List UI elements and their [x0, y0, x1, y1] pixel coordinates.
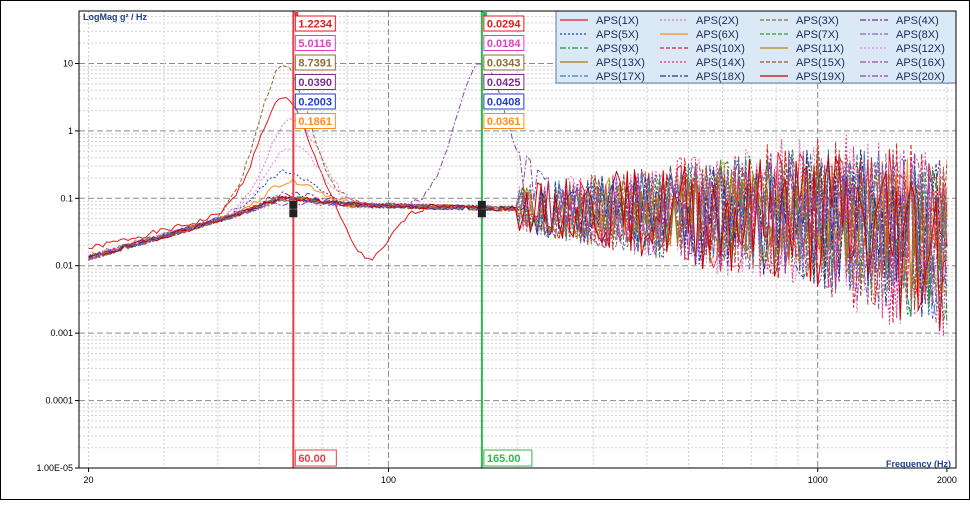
- cursor-frequency-label: 165.00: [487, 453, 521, 465]
- axes: 10 1 0.1 0.01 0.001 0.0001 1.00E-05 20 100 1000 20…: [36, 58, 956, 485]
- legend-entry-9: APS(9X): [596, 43, 639, 55]
- series-line-18: [88, 148, 948, 318]
- cursor-frequency-label: 60.00: [298, 453, 326, 465]
- cursor-readout-value: 0.0361: [487, 116, 521, 128]
- cursor-frequency-box: [483, 449, 533, 467]
- y-tick-label: 0.1: [60, 193, 73, 203]
- series-line-8: [88, 153, 948, 323]
- legend-entry-1: APS(1X): [596, 15, 639, 27]
- legend-entry-20: APS(20X): [896, 71, 945, 83]
- legend-entry-10: APS(10X): [696, 43, 745, 55]
- cursor-readout-value: 0.0390: [298, 77, 332, 89]
- legend-entry-2: APS(2X): [696, 15, 739, 27]
- legend-entry-13: APS(13X): [596, 57, 645, 69]
- x-axis-label: Frequency (Hz): [886, 459, 951, 469]
- cursor-readout-box: [294, 93, 336, 110]
- y-tick-label: 1.00E-05: [36, 463, 73, 473]
- series-line-1: [88, 97, 948, 300]
- cursor-readout-value: 0.0294: [487, 19, 522, 31]
- cursor-top-marker: [482, 12, 487, 16]
- cursor-readout-value: 0.2003: [298, 97, 332, 109]
- legend-entry-14: APS(14X): [696, 57, 745, 69]
- cursor-readout-value: 0.1861: [298, 116, 332, 128]
- legend-entry-17: APS(17X): [596, 71, 645, 83]
- legend-box: [555, 10, 957, 84]
- legend-entry-15: APS(15X): [796, 57, 845, 69]
- cursor-readout-box: [483, 15, 525, 32]
- series-line-15: [88, 149, 948, 310]
- x-tick-label: 2000: [937, 475, 957, 485]
- cursor-readout-value: 8.7391: [298, 58, 332, 70]
- legend-entry-11: APS(11X): [796, 43, 844, 55]
- series-line-17: [88, 148, 948, 319]
- legend-entry-8: APS(8X): [896, 29, 939, 41]
- y-tick-label: 1: [68, 126, 73, 136]
- cursor-handle[interactable]: [289, 209, 298, 218]
- cursor-readout-box: [294, 54, 336, 71]
- x-tick-label: 1000: [808, 475, 828, 485]
- cursor-readout-value: 0.0184: [487, 38, 522, 50]
- legend-entry-7: APS(7X): [796, 29, 839, 41]
- cursor-layer[interactable]: 1.2234 5.0116 8.7391 0.0390 0.2003 0.1861 60.0…: [289, 11, 533, 468]
- cursor-readout-box: [294, 15, 336, 32]
- cursor-top-marker: [294, 12, 299, 16]
- cursor-handle[interactable]: [477, 209, 486, 218]
- series-layer: [88, 63, 948, 336]
- cursor-readout-value: 0.0343: [487, 58, 521, 70]
- cursor-handle[interactable]: [289, 200, 298, 209]
- cursor-readout-value: 1.2234: [298, 19, 333, 31]
- legend-entry-4: APS(4X): [896, 15, 939, 27]
- legend-entry-16: APS(16X): [896, 57, 945, 69]
- cursor-handle[interactable]: [477, 200, 486, 209]
- legend: APS(1X) APS(2X) APS(3X) APS(4X) APS(5X) APS(6…: [555, 10, 957, 84]
- cursor-readout-box: [294, 113, 336, 129]
- cursor-readout-value: 0.0425: [487, 77, 521, 89]
- series-line-2: [88, 117, 948, 335]
- legend-entry-6: APS(6X): [696, 29, 739, 41]
- y-tick-label: 10: [63, 58, 73, 68]
- cursor-readout-box: [483, 93, 525, 110]
- legend-entry-3: APS(3X): [796, 15, 839, 27]
- legend-entry-12: APS(12X): [896, 43, 945, 55]
- x-tick-label: 100: [381, 475, 396, 485]
- y-axis-label: LogMag g² / Hz: [83, 12, 147, 22]
- plot-border: [78, 10, 957, 469]
- y-tick-label: 0.01: [55, 261, 73, 271]
- cursor-frequency-box: [294, 449, 337, 467]
- y-tick-label: 0.001: [50, 328, 73, 338]
- legend-entry-5: APS(5X): [596, 29, 639, 41]
- y-tick-label: 0.0001: [45, 396, 73, 406]
- cursor-readout-box: [483, 74, 525, 90]
- cursor-readout-box: [294, 35, 336, 51]
- cursor-readout-box: [294, 74, 336, 90]
- legend-entry-18: APS(18X): [696, 71, 745, 83]
- cursor-readout-box: [483, 54, 525, 71]
- cursor-readout-box: [483, 113, 525, 129]
- x-tick-label: 20: [84, 475, 94, 485]
- cursor-readout-box: [483, 35, 525, 51]
- legend-entry-19: APS(19X): [796, 71, 845, 83]
- series-line-20: [88, 63, 948, 310]
- cursor-readout-value: 5.0116: [298, 38, 331, 50]
- cursor-readout-value: 0.0408: [487, 97, 521, 109]
- series-line-16: [88, 150, 948, 305]
